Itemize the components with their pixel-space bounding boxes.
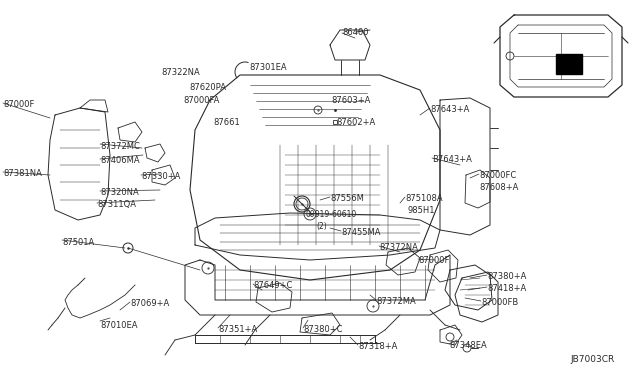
Bar [556,54,582,74]
Text: 87603+A: 87603+A [331,96,371,105]
Text: 87348EA: 87348EA [449,341,487,350]
Text: 87322NA: 87322NA [161,68,200,77]
Text: 87602+A: 87602+A [336,118,375,127]
Text: 87000FA: 87000FA [183,96,220,105]
Text: 09919-60610: 09919-60610 [305,210,356,219]
Text: 87301EA: 87301EA [249,63,287,72]
Text: 87455MA: 87455MA [341,228,381,237]
Text: 87380+C: 87380+C [303,325,342,334]
Text: 87318+A: 87318+A [358,342,397,351]
Text: 87000FB: 87000FB [481,298,518,307]
Text: 87351+A: 87351+A [218,325,257,334]
Text: 87311QA: 87311QA [97,200,136,209]
Text: 87406MA: 87406MA [100,156,140,165]
Text: 875108A: 875108A [405,194,443,203]
Text: 87661: 87661 [213,118,240,127]
Text: 87418+A: 87418+A [487,284,526,293]
Text: JB7003CR: JB7003CR [570,355,614,364]
Text: (2): (2) [316,222,327,231]
Text: 87380+A: 87380+A [487,272,526,281]
Text: 87501A: 87501A [62,238,94,247]
Text: 87372MC: 87372MC [100,142,140,151]
Text: 87372MA: 87372MA [376,297,416,306]
Text: 86400: 86400 [342,28,369,37]
Text: 87643+A: 87643+A [430,105,469,114]
Text: 87620PA: 87620PA [189,83,226,92]
Text: 985H1: 985H1 [408,206,435,215]
Text: 87010EA: 87010EA [100,321,138,330]
Text: 87000FC: 87000FC [479,171,516,180]
Text: 87556M: 87556M [330,194,364,203]
Text: 87000F: 87000F [3,100,35,109]
Text: B7643+A: B7643+A [432,155,472,164]
Text: 87320NA: 87320NA [100,188,139,197]
Text: 87372NA: 87372NA [379,243,418,252]
Text: 87330+A: 87330+A [141,172,180,181]
Text: 87069+A: 87069+A [130,299,169,308]
Text: 87649+C: 87649+C [253,281,292,290]
Text: 87000F: 87000F [418,256,449,265]
Text: 87381NA: 87381NA [3,169,42,178]
Text: 87608+A: 87608+A [479,183,518,192]
